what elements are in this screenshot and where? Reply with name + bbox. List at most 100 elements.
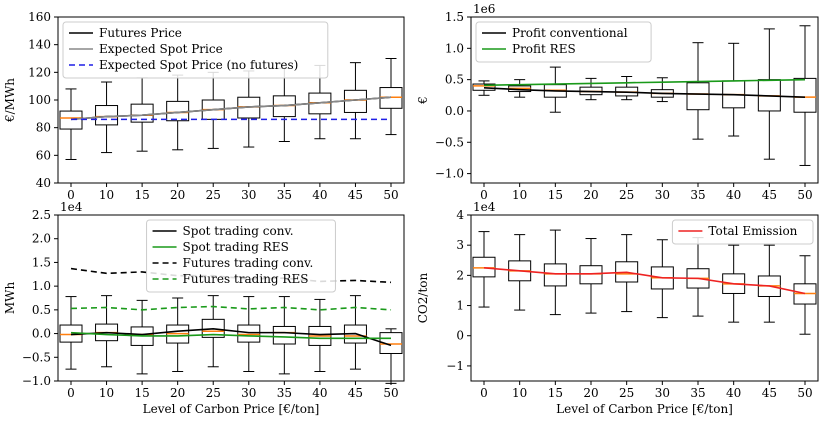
legend: Total Emission	[671, 219, 814, 245]
box-plot	[757, 28, 781, 160]
box-plot	[95, 295, 119, 368]
y-tick-label: 0.5	[445, 73, 464, 87]
legend-frame	[146, 219, 336, 293]
x-tick-label: 20	[583, 386, 598, 400]
box-iqr	[472, 83, 496, 91]
x-tick-label: 50	[797, 188, 812, 202]
y-tick-label: 160	[28, 10, 51, 24]
x-tick-label: 50	[797, 386, 812, 400]
box-plot	[472, 231, 496, 308]
y-tick-label: 80	[36, 121, 51, 135]
x-axis-label: Level of Carbon Price [€/ton]	[556, 402, 733, 416]
y-tick-label: 40	[36, 176, 51, 190]
x-tick-label: 35	[690, 188, 705, 202]
y-tick-label: 140	[28, 38, 51, 52]
y-axis-label: MWh	[3, 282, 17, 315]
y-tick-label: 4	[456, 208, 464, 222]
y-tick-label: 3	[456, 238, 464, 252]
series-line	[70, 96, 392, 121]
axis-exponent: 1e4	[60, 200, 83, 214]
y-tick-label: 1.0	[32, 279, 51, 293]
y-tick-label: 1	[456, 299, 464, 313]
axis-exponent: 1e6	[473, 2, 495, 16]
box-iqr	[793, 77, 817, 113]
y-tick-label: 0.0	[445, 104, 464, 118]
x-tick-label: 45	[762, 386, 777, 400]
x-tick-label: 10	[512, 188, 527, 202]
y-tick-label: 120	[28, 65, 51, 79]
x-tick-label: 40	[312, 188, 327, 202]
legend: Spot trading conv. Spot trading RES Future…	[146, 219, 336, 293]
box-plot	[793, 255, 817, 335]
y-tick-label: 1.5	[32, 255, 51, 269]
box-plot	[59, 88, 83, 160]
x-tick-label: 30	[241, 386, 256, 400]
x-tick-label: 50	[383, 386, 398, 400]
box-plot	[379, 328, 403, 384]
legend-frame	[62, 21, 329, 79]
series-line	[483, 78, 806, 87]
box-plot	[237, 70, 261, 148]
x-tick-label: 50	[383, 188, 398, 202]
series-line	[70, 331, 391, 340]
y-tick-label: 0	[456, 329, 464, 343]
x-tick-label: 35	[690, 386, 705, 400]
legend-label: Expected Spot Price (no futures)	[99, 58, 298, 72]
x-tick-label: 20	[170, 386, 185, 400]
x-axis-label: Level of Carbon Price [€/ton]	[143, 402, 320, 416]
x-tick-label: 30	[655, 386, 670, 400]
y-axis-label: CO2/ton	[416, 272, 430, 323]
legend-label: Spot trading conv.	[183, 224, 294, 238]
box-iqr	[543, 263, 567, 287]
axis-exponent: 1e4	[473, 200, 496, 214]
x-tick-label: 30	[241, 188, 256, 202]
x-tick-label: 35	[277, 188, 292, 202]
legend-label: Expected Spot Price	[99, 42, 223, 56]
x-tick-label: 25	[206, 188, 221, 202]
legend-frame	[671, 219, 814, 245]
box-plot	[793, 25, 817, 166]
y-tick-label: 2.5	[32, 208, 51, 222]
box-plot	[686, 42, 710, 140]
box-plot	[379, 58, 403, 136]
box-plot	[308, 298, 332, 373]
legend-label: Profit conventional	[512, 26, 628, 40]
plot-frame	[57, 214, 405, 382]
x-tick-label: 40	[312, 386, 327, 400]
box-plot	[579, 77, 603, 101]
x-tick-label: 30	[655, 188, 670, 202]
x-tick-label: 45	[348, 188, 363, 202]
box-plot	[508, 79, 532, 98]
x-tick-label: 40	[726, 188, 741, 202]
x-tick-label: 0	[480, 188, 488, 202]
legend-label: Futures Price	[99, 26, 182, 40]
legend-label: Futures trading conv.	[183, 256, 314, 270]
x-tick-label: 0	[480, 386, 488, 400]
y-axis-label: €	[416, 96, 430, 105]
y-tick-label: −0.5	[22, 350, 51, 364]
y-tick-label: 100	[28, 93, 51, 107]
legend-label: Profit RES	[512, 42, 576, 56]
x-tick-label: 35	[277, 386, 292, 400]
box-plot	[722, 42, 746, 137]
x-tick-label: 45	[348, 386, 363, 400]
y-tick-label: 2.0	[32, 232, 51, 246]
box-iqr	[686, 82, 710, 111]
box-plot	[543, 66, 567, 113]
box-iqr	[472, 256, 496, 278]
x-tick-label: 40	[726, 386, 741, 400]
x-tick-label: 10	[512, 386, 527, 400]
y-tick-label: −0.5	[435, 135, 464, 149]
x-tick-label: 10	[99, 188, 114, 202]
x-tick-label: 0	[67, 386, 75, 400]
y-tick-label: 1.0	[445, 41, 464, 55]
x-tick-label: 0	[67, 188, 75, 202]
y-tick-label: −1.0	[435, 167, 464, 181]
y-axis-label: €/MWh	[3, 78, 17, 123]
box-plot	[343, 295, 367, 370]
box-plot	[543, 229, 567, 316]
box-iqr	[379, 332, 403, 354]
box-plot	[201, 295, 225, 368]
box-iqr	[130, 103, 154, 123]
